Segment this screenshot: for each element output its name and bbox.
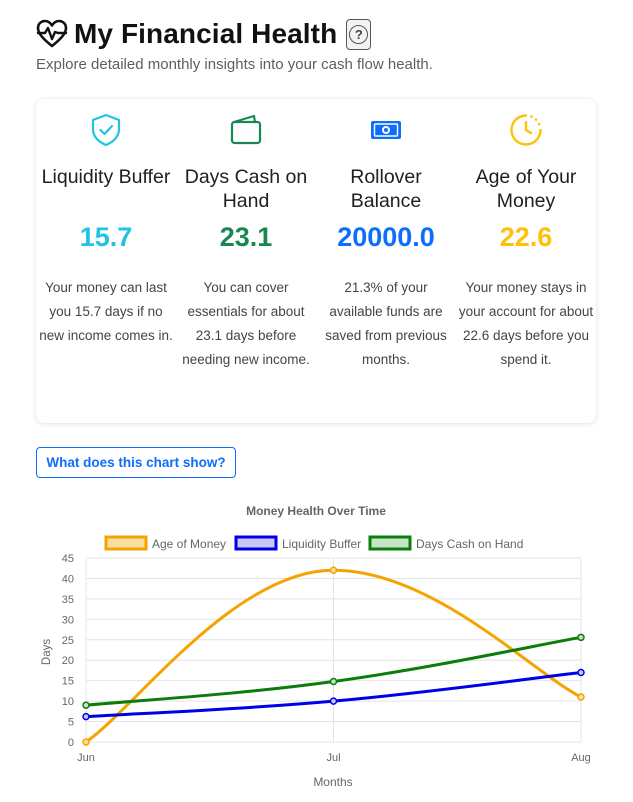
data-point [329,697,338,705]
help-button[interactable]: ? [346,18,372,50]
cash-icon [371,121,401,139]
metric-title: Age of Your Money [475,166,577,212]
metric-description: You can cover essentials for about 23.1 … [182,280,310,367]
chart-info-button[interactable]: What does this chart show? [36,447,236,478]
metric-value: 15.7 [79,222,133,252]
data-point [82,701,90,709]
y-tick-label: 20 [62,655,74,667]
metric-title: Liquidity Buffer [41,166,171,188]
money-health-chart: Money Health Over Time Days Months 0 5 10 1… [41,504,591,789]
y-tick-label: 5 [68,717,74,729]
data-point [329,566,338,575]
metric-description: Your money can last you 15.7 days if no … [39,280,173,343]
y-tick-label: 35 [62,594,74,606]
legend-swatch [368,535,412,551]
y-tick-label: 30 [62,614,74,626]
y-axis-label: Days [41,639,53,665]
data-point [82,738,90,746]
page-title: My Financial Health [74,18,338,49]
legend-swatch [234,535,278,551]
y-tick-label: 0 [68,737,74,749]
x-axis-label: Months [313,775,352,789]
data-point [577,633,585,642]
metric-value: 22.6 [499,222,553,252]
x-tick-label: Aug [571,752,591,764]
page-header: My Financial Health ? [36,14,372,54]
data-point [329,677,338,686]
y-tick-label: 15 [62,676,74,688]
metrics-card: Liquidity Buffer 15.7 Your money can las… [36,99,596,423]
metric-title: Rollover Balance [350,166,422,212]
data-point [577,693,585,701]
data-point [577,668,585,677]
y-tick-label: 45 [62,553,74,565]
question-icon: ? [349,24,369,44]
metric-value: 23.1 [219,222,273,252]
chart-title: Money Health Over Time [246,504,386,518]
data-point [82,712,90,721]
y-tick-label: 40 [62,573,74,585]
legend-label: Liquidity Buffer [282,537,361,551]
metric-value: 20000.0 [337,222,435,252]
wallet-icon [230,114,262,145]
legend-label: Age of Money [152,537,226,551]
heart-pulse-icon [36,19,68,48]
y-tick-label: 10 [62,696,74,708]
x-tick-label: Jun [77,752,95,764]
page-subtitle: Explore detailed monthly insights into y… [36,56,433,73]
shield-check-icon [91,113,121,147]
legend-label: Days Cash on Hand [416,537,523,551]
metric-description: Your money stays in your account for abo… [458,280,594,367]
metric-description: 21.3% of your available funds are saved … [325,280,447,367]
metric-title: Days Cash on Hand [184,166,308,212]
y-tick-label: 25 [62,635,74,647]
legend-swatch [104,535,148,551]
x-tick-label: Jul [326,752,340,764]
clock-icon [510,114,542,146]
